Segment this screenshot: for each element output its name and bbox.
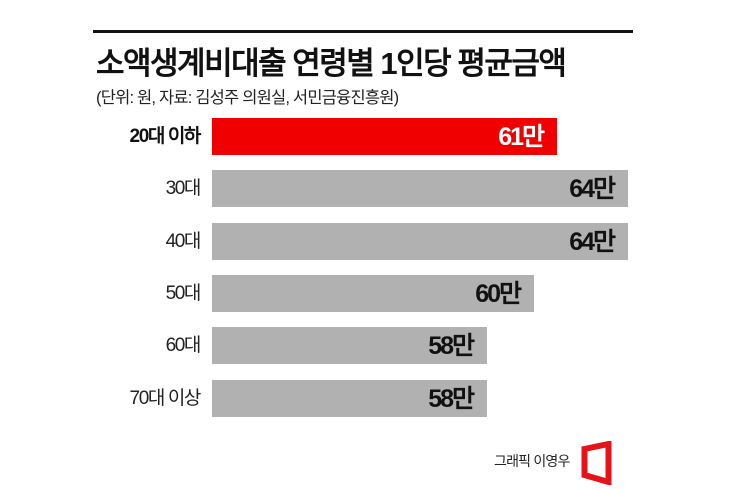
red-trapezoid-logo-icon xyxy=(581,441,612,485)
bar: 64만 xyxy=(212,170,628,207)
chart-title: 소액생계비대출 연령별 1인당 평균금액 xyxy=(96,46,567,81)
bar-row-50s: 50대 60만 xyxy=(0,275,745,312)
bar-row-40s: 40대 64만 xyxy=(0,223,745,260)
bar: 58만 xyxy=(212,327,487,364)
bar: 64만 xyxy=(212,223,628,260)
bar-row-20s: 20대 이하 61만 xyxy=(0,118,745,155)
bar: 60만 xyxy=(212,275,534,312)
bar-value-label: 64만 xyxy=(569,228,616,256)
category-label: 70대 이상 xyxy=(129,388,202,409)
category-label: 50대 xyxy=(165,283,202,304)
category-label: 30대 xyxy=(165,178,202,199)
category-label: 20대 이하 xyxy=(129,126,202,147)
chart-subtitle: (단위: 원, 자료: 김성주 의원실, 서민금융진흥원) xyxy=(96,89,399,107)
graphic-credit: 그래픽 이영우 xyxy=(494,453,570,469)
top-rule xyxy=(93,30,633,33)
category-label: 60대 xyxy=(165,335,202,356)
bar-value-label: 60만 xyxy=(475,280,522,308)
bar-value-label: 64만 xyxy=(569,175,616,203)
bar-value-label: 61만 xyxy=(498,123,545,151)
bar-value-label: 58만 xyxy=(428,332,475,360)
bar-row-30s: 30대 64만 xyxy=(0,170,745,207)
bar-row-70s-plus: 70대 이상 58만 xyxy=(0,380,745,417)
bar: 61만 xyxy=(212,118,557,155)
bar: 58만 xyxy=(212,380,487,417)
category-label: 40대 xyxy=(165,231,202,252)
bar-value-label: 58만 xyxy=(428,385,475,413)
bar-row-60s: 60대 58만 xyxy=(0,327,745,364)
